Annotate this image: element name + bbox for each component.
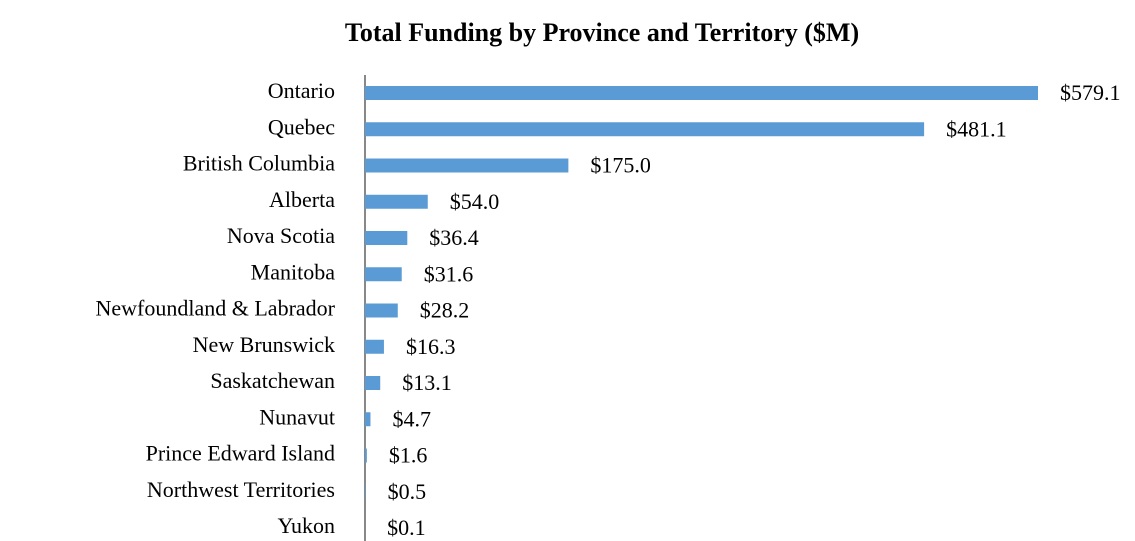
value-label: $481.1 — [946, 116, 1007, 141]
bar — [365, 484, 366, 499]
value-label: $31.6 — [424, 261, 474, 286]
value-label: $175.0 — [590, 153, 651, 178]
bar — [365, 231, 408, 245]
bar — [365, 339, 384, 354]
value-label: $36.4 — [429, 225, 479, 250]
category-label: Nunavut — [259, 404, 335, 429]
bar — [365, 448, 367, 463]
category-label: Ontario — [268, 78, 335, 103]
category-label: Saskatchewan — [210, 368, 335, 393]
category-label: Nova Scotia — [227, 223, 335, 248]
value-label: $0.5 — [388, 479, 427, 504]
category-label: Quebec — [268, 114, 335, 139]
category-label: Newfoundland & Labrador — [96, 296, 336, 321]
value-label: $0.1 — [387, 515, 426, 540]
value-label: $54.0 — [450, 189, 500, 214]
bar — [365, 412, 371, 427]
bar — [365, 376, 381, 390]
value-label: $16.3 — [406, 334, 456, 359]
bar — [365, 303, 398, 318]
value-label: $4.7 — [392, 406, 431, 431]
chart-title: Total Funding by Province and Territory … — [345, 18, 859, 47]
bar — [365, 267, 402, 282]
category-label: Northwest Territories — [147, 477, 335, 502]
category-label: Yukon — [278, 513, 335, 538]
category-label: Manitoba — [251, 259, 336, 284]
value-label: $13.1 — [402, 370, 452, 395]
category-label: Prince Edward Island — [146, 441, 335, 466]
bar — [365, 122, 925, 137]
value-label: $579.1 — [1060, 80, 1121, 105]
category-label: New Brunswick — [193, 332, 335, 357]
category-label: Alberta — [269, 187, 335, 212]
bar — [365, 158, 569, 173]
bar — [365, 194, 428, 209]
bar — [365, 86, 1038, 100]
value-label: $1.6 — [389, 443, 428, 468]
value-label: $28.2 — [420, 298, 470, 323]
category-label: British Columbia — [183, 151, 335, 176]
